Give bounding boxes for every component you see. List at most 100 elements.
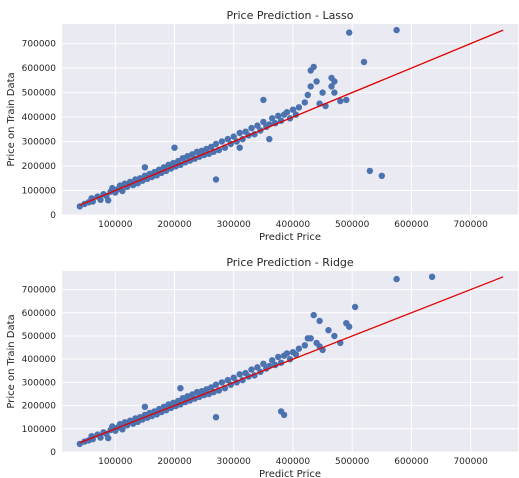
data-point <box>236 371 243 378</box>
y-tick-label: 0 <box>50 211 56 221</box>
data-point <box>97 196 104 203</box>
data-point <box>218 379 226 386</box>
data-point <box>105 197 112 204</box>
x-tick-label: 600000 <box>394 220 429 230</box>
x-tick-label: 100000 <box>98 220 133 230</box>
data-point <box>346 323 353 330</box>
data-point <box>141 403 149 410</box>
data-point <box>230 133 237 140</box>
data-point <box>292 351 300 358</box>
data-point <box>119 187 126 195</box>
data-point <box>236 129 243 137</box>
data-point <box>208 143 215 151</box>
data-point <box>351 303 359 311</box>
data-point <box>193 388 201 396</box>
data-point <box>212 176 220 183</box>
data-point <box>328 83 335 90</box>
data-point <box>307 83 314 90</box>
y-tick-label: 0 <box>50 448 56 458</box>
y-tick-label: 600000 <box>22 64 57 74</box>
data-point <box>393 275 400 283</box>
data-point <box>266 135 273 143</box>
x-tick-label: 600000 <box>394 457 429 467</box>
data-point <box>260 360 267 367</box>
fit-line <box>79 276 504 444</box>
data-point <box>275 112 282 120</box>
data-point <box>428 273 436 280</box>
data-point <box>319 89 326 96</box>
x-tick-label: 700000 <box>453 457 488 467</box>
y-tick-label: 200000 <box>22 402 57 412</box>
data-point <box>343 96 350 104</box>
data-point <box>301 99 308 106</box>
data-point <box>248 366 255 373</box>
chart-panel-1: 100000 200000 300000 400000 500000 600000 7000… <box>6 9 518 243</box>
data-point <box>193 148 201 155</box>
data-point <box>393 26 400 34</box>
data-point <box>224 135 231 143</box>
data-point <box>280 411 288 419</box>
data-point <box>119 426 126 433</box>
data-point <box>141 164 149 171</box>
data-point <box>260 96 267 104</box>
data-point <box>337 97 344 105</box>
data-point <box>269 115 276 122</box>
x-tick-label: 400000 <box>276 457 311 467</box>
data-point <box>283 350 291 357</box>
data-point <box>313 78 320 85</box>
data-point <box>212 414 220 421</box>
x-tick-label: 200000 <box>157 457 192 467</box>
data-point <box>230 374 237 381</box>
x-axis-label: Predict Price <box>259 232 321 243</box>
y-axis-label: Price on Train Data <box>6 314 17 408</box>
data-point <box>177 385 184 392</box>
x-tick-label: 100000 <box>98 457 133 467</box>
x-tick-label: 400000 <box>276 220 311 230</box>
data-point <box>212 381 220 388</box>
chart-panel-2: 100000 200000 300000 400000 500000 600000 7000… <box>6 256 518 478</box>
fit-line <box>79 29 504 206</box>
data-point <box>254 364 261 371</box>
data-point <box>224 376 231 384</box>
y-tick-label: 100000 <box>22 425 57 435</box>
x-tick-label: 300000 <box>217 220 252 230</box>
data-point <box>248 124 255 132</box>
data-point <box>331 332 338 340</box>
y-tick-label: 400000 <box>22 355 57 365</box>
data-point <box>254 122 261 129</box>
y-axis-label: Price on Train Data <box>6 72 17 166</box>
x-tick-label: 500000 <box>335 457 370 467</box>
data-point <box>289 106 297 113</box>
data-point <box>269 357 276 364</box>
x-tick-label: 500000 <box>335 220 370 230</box>
data-point <box>304 91 311 99</box>
x-tick-label: 300000 <box>217 457 252 467</box>
x-axis-label: Predict Price <box>259 469 321 478</box>
y-tick-label: 400000 <box>22 113 57 123</box>
data-point <box>331 78 338 85</box>
data-point <box>325 327 332 334</box>
y-tick-label: 100000 <box>22 187 57 197</box>
chart-title: Price Prediction - Ridge <box>226 256 354 269</box>
data-point <box>97 434 104 441</box>
data-point <box>116 182 124 189</box>
y-tick-label: 700000 <box>22 286 57 296</box>
data-point <box>378 172 385 179</box>
data-point <box>260 118 267 126</box>
data-point <box>236 144 243 151</box>
data-point <box>212 140 220 148</box>
x-tick-label: 700000 <box>453 220 488 230</box>
data-point <box>346 29 353 36</box>
data-point <box>310 63 317 71</box>
y-tick-label: 200000 <box>22 162 57 172</box>
y-tick-label: 700000 <box>22 40 57 50</box>
data-point <box>295 104 303 111</box>
data-point <box>310 311 317 319</box>
y-tick-label: 300000 <box>22 378 57 388</box>
y-tick-label: 600000 <box>22 309 57 319</box>
x-tick-label: 200000 <box>157 220 192 230</box>
data-point <box>283 109 291 116</box>
data-point <box>295 345 303 352</box>
y-tick-label: 500000 <box>22 332 57 342</box>
